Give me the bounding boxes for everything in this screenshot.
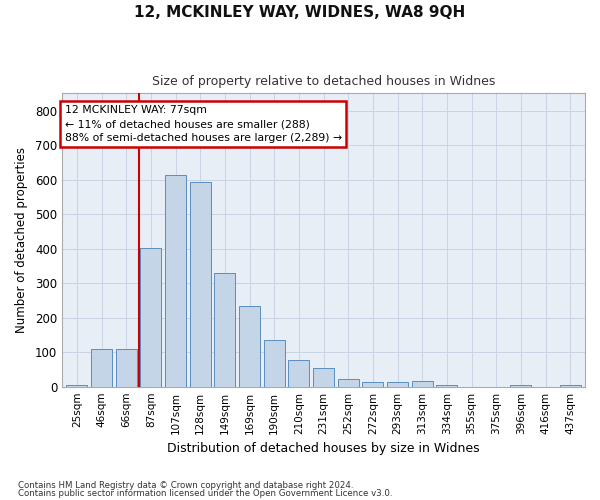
Bar bbox=[214, 273, 235, 386]
Bar bbox=[338, 379, 359, 386]
Text: 12, MCKINLEY WAY, WIDNES, WA8 9QH: 12, MCKINLEY WAY, WIDNES, WA8 9QH bbox=[134, 5, 466, 20]
Bar bbox=[140, 248, 161, 386]
Bar bbox=[412, 381, 433, 386]
Bar bbox=[313, 368, 334, 386]
Bar bbox=[362, 382, 383, 386]
Bar bbox=[67, 385, 88, 386]
Text: 12 MCKINLEY WAY: 77sqm
← 11% of detached houses are smaller (288)
88% of semi-de: 12 MCKINLEY WAY: 77sqm ← 11% of detached… bbox=[65, 105, 342, 143]
Bar bbox=[264, 340, 284, 386]
Bar bbox=[190, 182, 211, 386]
Bar bbox=[560, 385, 581, 386]
Bar bbox=[289, 360, 310, 386]
Title: Size of property relative to detached houses in Widnes: Size of property relative to detached ho… bbox=[152, 75, 495, 88]
Bar bbox=[511, 385, 532, 386]
Bar bbox=[91, 350, 112, 387]
Text: Contains public sector information licensed under the Open Government Licence v3: Contains public sector information licen… bbox=[18, 489, 392, 498]
Bar bbox=[387, 382, 408, 386]
Bar bbox=[239, 306, 260, 386]
Bar bbox=[116, 350, 137, 387]
Bar bbox=[165, 176, 186, 386]
X-axis label: Distribution of detached houses by size in Widnes: Distribution of detached houses by size … bbox=[167, 442, 480, 455]
Text: Contains HM Land Registry data © Crown copyright and database right 2024.: Contains HM Land Registry data © Crown c… bbox=[18, 480, 353, 490]
Y-axis label: Number of detached properties: Number of detached properties bbox=[15, 147, 28, 333]
Bar bbox=[436, 385, 457, 386]
